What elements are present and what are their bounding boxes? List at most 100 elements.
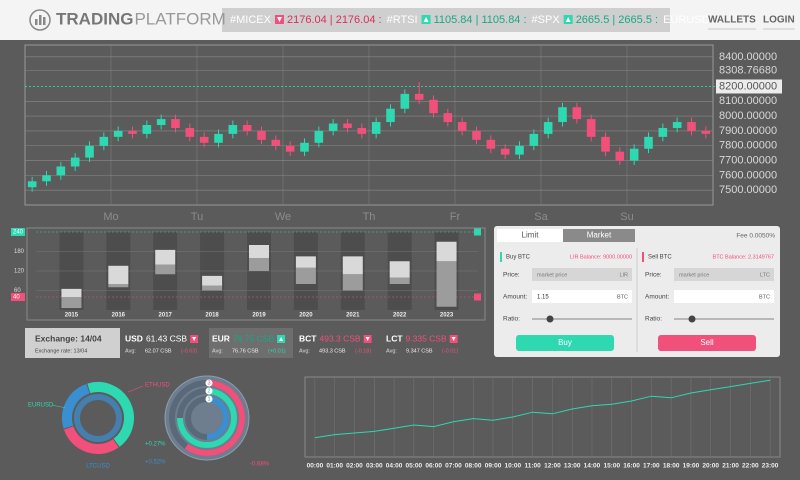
button-label[interactable]: Sell bbox=[700, 338, 714, 347]
avg-change: (-0.01) bbox=[442, 348, 458, 354]
bar-upper bbox=[342, 256, 363, 275]
ratio-knob[interactable] bbox=[546, 315, 554, 323]
day-label: Mo bbox=[103, 211, 118, 223]
y-tick-label: 7800.00000 bbox=[719, 140, 777, 152]
marker-end bbox=[474, 293, 481, 301]
ratio-knob[interactable] bbox=[688, 315, 696, 323]
x-tick-label: 2016 bbox=[112, 313, 126, 319]
x-tick-label: 19:00 bbox=[683, 463, 700, 470]
bar-upper bbox=[249, 245, 269, 258]
rate-price: 9.335 CSB bbox=[406, 333, 447, 343]
side-indicator bbox=[500, 252, 502, 262]
candle-body bbox=[529, 133, 539, 146]
ring-badge bbox=[205, 387, 213, 395]
ring-change: -0.68% bbox=[250, 462, 270, 468]
candle-body bbox=[486, 139, 496, 149]
bar-upper bbox=[389, 261, 410, 278]
marker-tag bbox=[11, 293, 25, 301]
tab-market[interactable] bbox=[563, 229, 635, 242]
logo-icon bbox=[39, 15, 42, 25]
donut-label: EURUSD bbox=[28, 403, 54, 409]
ring-label: 3 bbox=[207, 380, 210, 386]
candle-body bbox=[70, 157, 80, 167]
price-unit: LTC bbox=[760, 272, 770, 278]
x-tick-label: 06:00 bbox=[425, 463, 442, 470]
x-tick-label: 22:00 bbox=[742, 463, 759, 470]
ring-badge bbox=[205, 395, 213, 403]
candle-body bbox=[586, 119, 596, 137]
avg-value: 76.76 CSB bbox=[232, 348, 259, 354]
bar-lower bbox=[61, 297, 82, 309]
candle-body bbox=[543, 122, 553, 134]
tab-limit[interactable] bbox=[497, 229, 563, 242]
candle-body bbox=[199, 136, 209, 143]
candle-body bbox=[171, 119, 180, 128]
day-label: Th bbox=[363, 211, 376, 223]
price-input[interactable] bbox=[674, 268, 774, 281]
exchange-title: Exchange: 14/04 bbox=[35, 333, 102, 343]
y-tick-label: 8100.00000 bbox=[719, 95, 777, 107]
button-label[interactable]: Buy bbox=[558, 338, 572, 347]
candle-body bbox=[113, 130, 123, 137]
rate-arrow-glyph bbox=[279, 337, 284, 341]
avg-change: (-0.18) bbox=[355, 348, 371, 354]
candle-body bbox=[644, 136, 653, 149]
donut-segment bbox=[63, 426, 119, 454]
candle-body bbox=[343, 123, 352, 128]
amount-input[interactable] bbox=[532, 290, 632, 303]
x-tick-label: 2018 bbox=[205, 313, 219, 319]
price-input[interactable] bbox=[532, 268, 632, 281]
x-tick-label: 2019 bbox=[252, 313, 266, 319]
ring-arc bbox=[206, 396, 229, 440]
avg-label: Avg: bbox=[386, 348, 397, 354]
x-tick-label: 04:00 bbox=[386, 463, 403, 470]
ticker-arrow-glyph bbox=[276, 17, 282, 22]
bar-upper bbox=[295, 256, 316, 268]
highlight-tag bbox=[716, 79, 782, 94]
tab-label[interactable]: Limit bbox=[522, 231, 540, 240]
bar-lower bbox=[202, 285, 223, 291]
donut-label: LTCUSD bbox=[86, 464, 110, 470]
buy-button[interactable] bbox=[516, 335, 614, 351]
x-tick-label: 21:00 bbox=[722, 463, 739, 470]
candle-body bbox=[701, 130, 711, 134]
rate-arrow-glyph bbox=[451, 337, 456, 341]
candle-body bbox=[85, 145, 94, 158]
x-tick-label: 17:00 bbox=[643, 463, 660, 470]
volume-frame bbox=[26, 227, 486, 321]
bar-lower bbox=[295, 267, 316, 284]
balance: BTC Balance: 2.3149767 bbox=[713, 254, 774, 260]
y-tick-label: 7500.00000 bbox=[719, 184, 777, 196]
y-tick-label: 8200.00000 bbox=[719, 80, 777, 92]
bar-upper bbox=[108, 265, 129, 284]
candle-body bbox=[687, 122, 696, 131]
tab-label[interactable]: Market bbox=[587, 231, 612, 240]
candle-body bbox=[400, 93, 410, 109]
x-tick-label: 03:00 bbox=[366, 463, 383, 470]
x-tick-label: 02:00 bbox=[346, 463, 363, 470]
logo-icon bbox=[29, 9, 51, 31]
rate-code: USD bbox=[125, 333, 143, 343]
bar-upper bbox=[436, 241, 457, 262]
nav-link[interactable]: WALLETS bbox=[708, 15, 756, 26]
y-tick-label: 120 bbox=[14, 269, 25, 275]
candle-body bbox=[629, 148, 639, 161]
x-tick-label: 09:00 bbox=[485, 463, 502, 470]
donut-segment bbox=[62, 383, 90, 429]
day-label: Su bbox=[620, 211, 633, 223]
ring-label: 2 bbox=[207, 388, 210, 394]
avg-label: Avg: bbox=[299, 348, 310, 354]
sell-button[interactable] bbox=[658, 335, 756, 351]
candle-body bbox=[515, 145, 524, 155]
bar-upper bbox=[61, 288, 82, 297]
x-tick-label: 12:00 bbox=[544, 463, 561, 470]
ticker-arrow-glyph bbox=[423, 17, 429, 22]
candle-body bbox=[357, 127, 367, 134]
nav-link[interactable]: LOGIN bbox=[763, 15, 795, 26]
bar-upper bbox=[155, 249, 176, 265]
amount-input[interactable] bbox=[674, 290, 774, 303]
bar-upper bbox=[202, 275, 223, 286]
rate-code: BCT bbox=[299, 333, 317, 343]
price-placeholder: market price bbox=[679, 272, 709, 278]
